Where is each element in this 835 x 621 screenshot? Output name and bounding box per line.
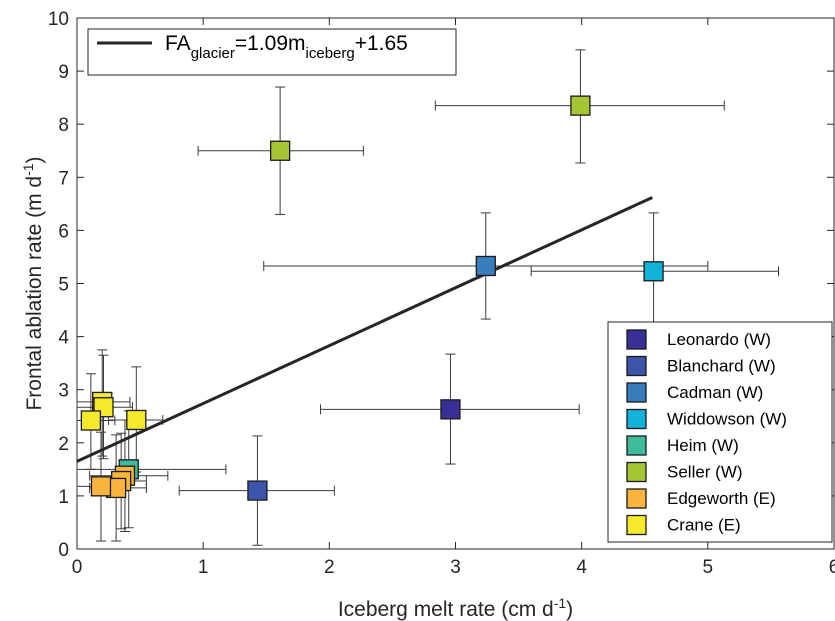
fit-legend: FAglacier=1.09miceberg+1.65 [87, 28, 457, 76]
y-axis-label: Frontal ablation rate (m d-1) [20, 156, 46, 410]
legend-marker [626, 382, 647, 403]
legend-label: Heim (W) [667, 436, 739, 455]
y-tick-label: 6 [58, 221, 69, 242]
marker-widdowson [643, 261, 664, 282]
legend: Leonardo (W) Blanchard (W) Cadman (W) Widdo… [607, 321, 833, 543]
y-tick-label: 1 [58, 487, 69, 508]
marker-blanchard [247, 480, 268, 501]
x-axis-label: Iceberg melt rate (cm d-1) [338, 595, 573, 621]
x-tick-label: 5 [703, 557, 714, 578]
x-tick-label: 0 [72, 557, 83, 578]
marker-crane [80, 410, 102, 431]
legend-label: Crane (E) [667, 516, 741, 535]
markers [80, 95, 664, 501]
y-axis: 0 1 2 3 4 5 6 7 8 9 10 [48, 9, 834, 561]
legend-marker [626, 408, 647, 430]
legend-marker [626, 488, 647, 509]
legend-label: Cadman (W) [667, 383, 763, 402]
plot-area [76, 17, 835, 550]
marker-edgeworth [90, 476, 112, 497]
x-tick-label: 3 [450, 557, 461, 578]
marker-leonardo [440, 399, 461, 420]
legend-label: Widdowson (W) [667, 410, 787, 429]
y-tick-label: 4 [58, 328, 69, 349]
legend-marker [626, 461, 647, 483]
marker-seller [269, 140, 291, 161]
x-tick-label: 6 [829, 557, 835, 578]
marker-cadman [475, 255, 496, 277]
legend-marker [626, 355, 647, 377]
y-tick-label: 8 [58, 115, 69, 136]
x-tick-label: 2 [324, 557, 335, 578]
y-tick-label: 5 [58, 275, 69, 296]
y-tick-label: 7 [58, 168, 69, 189]
y-tick-label: 3 [58, 381, 69, 402]
fit-line [76, 196, 653, 463]
fit-equation: FAglacier=1.09miceberg+1.65 [165, 32, 408, 62]
legend-label: Seller (W) [667, 463, 743, 482]
legend-box [607, 321, 833, 543]
x-tick-label: 4 [576, 557, 587, 578]
y-tick-label: 9 [58, 62, 69, 83]
legend-label: Edgeworth (E) [667, 489, 776, 508]
fit-legend-box [87, 28, 457, 76]
legend-label: Leonardo (W) [667, 330, 771, 349]
legend-label: Blanchard (W) [667, 357, 776, 376]
x-tick-label: 1 [198, 557, 209, 578]
y-tick-label: 10 [48, 9, 69, 30]
legend-marker [626, 329, 647, 350]
legend-marker [626, 514, 647, 536]
legend-marker [626, 435, 647, 456]
marker-crane [126, 409, 147, 431]
y-tick-label: 0 [58, 540, 69, 561]
y-tick-label: 2 [58, 434, 69, 455]
x-axis: 0 1 2 3 4 5 6 [72, 18, 835, 578]
marker-seller [570, 95, 591, 116]
